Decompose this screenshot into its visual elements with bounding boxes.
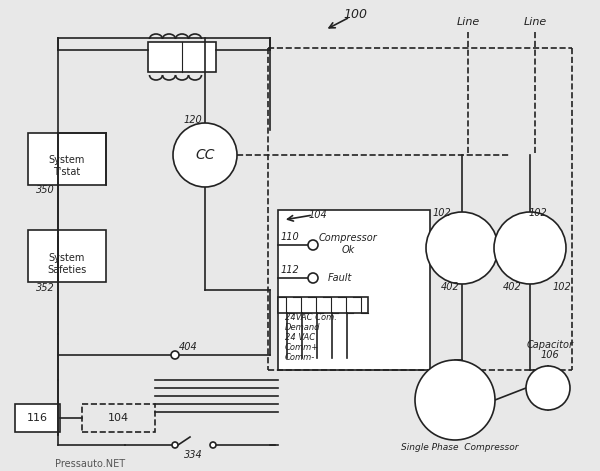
- Text: Line: Line: [457, 17, 479, 27]
- Circle shape: [526, 366, 570, 410]
- Text: 24VAC Com.: 24VAC Com.: [285, 314, 337, 323]
- Text: Safeties: Safeties: [47, 265, 86, 275]
- Text: 102: 102: [553, 282, 571, 292]
- Text: 102: 102: [433, 208, 451, 218]
- Circle shape: [308, 273, 318, 283]
- Text: Comm+: Comm+: [285, 343, 319, 352]
- Circle shape: [173, 123, 237, 187]
- Text: Fault: Fault: [328, 273, 352, 283]
- Text: System: System: [49, 253, 85, 263]
- Text: CC: CC: [195, 148, 215, 162]
- Text: System: System: [49, 155, 85, 165]
- Text: 24 VAC: 24 VAC: [285, 333, 315, 342]
- Bar: [516, 243, 544, 257]
- Text: Single Phase  Compressor: Single Phase Compressor: [401, 444, 519, 453]
- Text: 116: 116: [26, 413, 47, 423]
- Text: 104: 104: [308, 210, 328, 220]
- Circle shape: [308, 240, 318, 250]
- Text: 110: 110: [281, 232, 299, 242]
- Text: T'stat: T'stat: [53, 167, 80, 177]
- Text: 350: 350: [35, 185, 55, 195]
- Text: 120: 120: [184, 115, 202, 125]
- Circle shape: [172, 442, 178, 448]
- Text: 104: 104: [107, 413, 128, 423]
- Circle shape: [415, 360, 495, 440]
- Bar: [28, 230, 106, 282]
- Text: Pressauto.NET: Pressauto.NET: [55, 459, 125, 469]
- Text: Compressor: Compressor: [319, 233, 377, 243]
- Text: Line: Line: [523, 17, 547, 27]
- Text: Comm-: Comm-: [285, 354, 315, 363]
- Text: Ok: Ok: [341, 245, 355, 255]
- Text: 112: 112: [281, 265, 299, 275]
- Text: 352: 352: [35, 283, 55, 293]
- Text: 106: 106: [541, 350, 559, 360]
- Text: 334: 334: [184, 450, 202, 460]
- Text: 100: 100: [343, 8, 367, 22]
- Bar: [448, 243, 476, 257]
- Text: 402: 402: [503, 282, 521, 292]
- Text: Capacitor: Capacitor: [527, 340, 574, 350]
- Text: 404: 404: [179, 342, 197, 352]
- Bar: [278, 297, 368, 313]
- Text: Demand: Demand: [285, 324, 320, 333]
- Bar: [278, 210, 430, 370]
- Circle shape: [171, 351, 179, 359]
- Circle shape: [494, 212, 566, 284]
- Text: 102: 102: [529, 208, 547, 218]
- Bar: [28, 133, 106, 185]
- Text: 402: 402: [440, 282, 460, 292]
- Bar: [148, 42, 216, 72]
- Circle shape: [426, 212, 498, 284]
- Bar: [15, 404, 60, 432]
- Circle shape: [210, 442, 216, 448]
